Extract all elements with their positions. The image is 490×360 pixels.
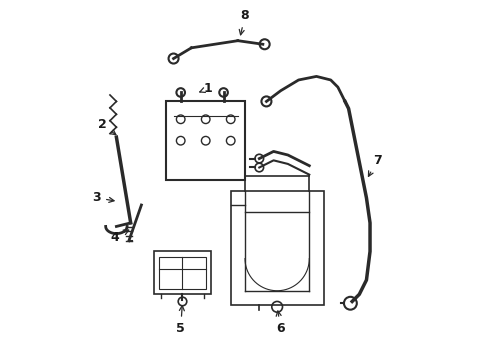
Text: 5: 5 <box>176 306 185 335</box>
Text: 1: 1 <box>200 82 212 95</box>
FancyBboxPatch shape <box>231 191 323 305</box>
Text: 3: 3 <box>93 192 114 204</box>
Text: 6: 6 <box>276 311 285 335</box>
Text: 7: 7 <box>368 154 382 176</box>
Text: 2: 2 <box>98 118 116 135</box>
FancyBboxPatch shape <box>154 251 211 294</box>
Text: 4: 4 <box>110 230 129 244</box>
FancyBboxPatch shape <box>167 102 245 180</box>
Text: 8: 8 <box>239 9 249 35</box>
FancyBboxPatch shape <box>159 257 206 289</box>
